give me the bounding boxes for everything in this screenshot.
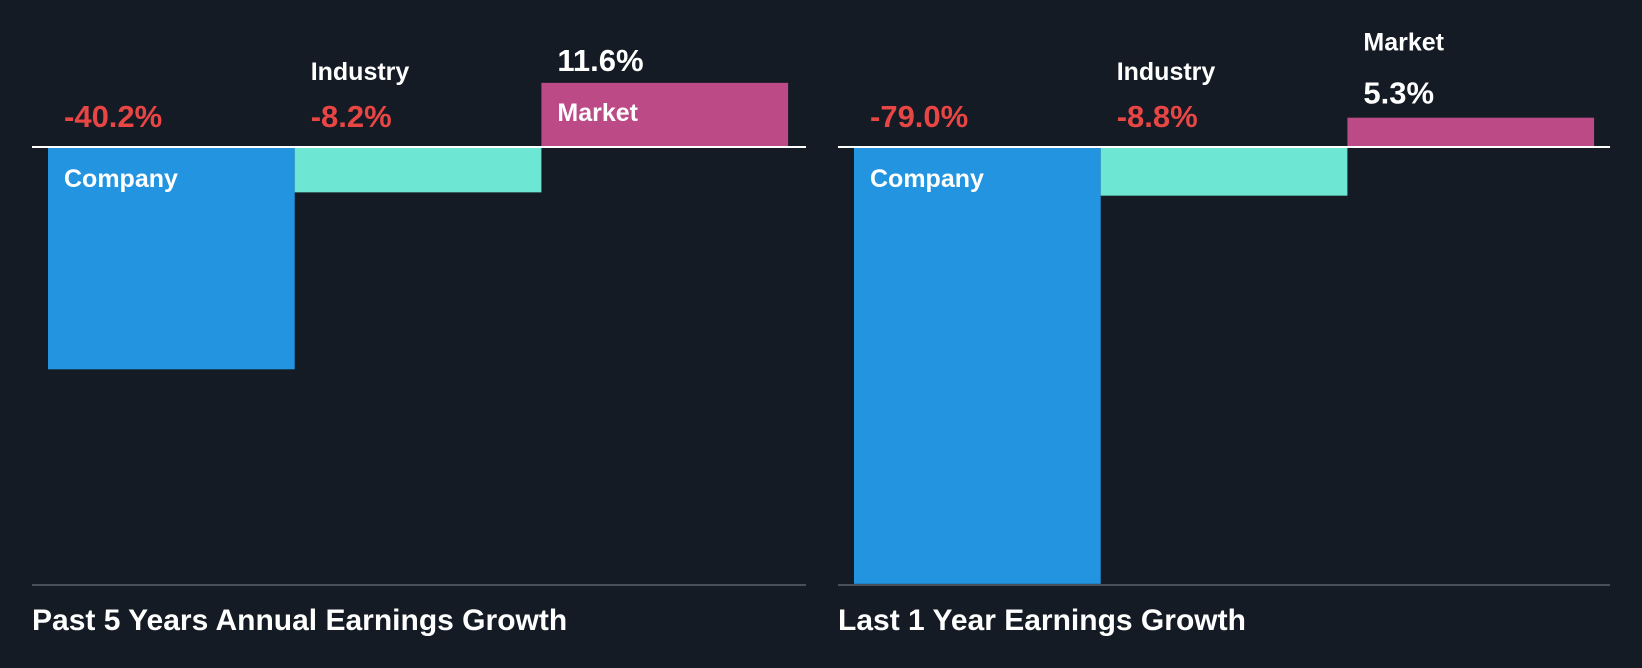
company-value-label: -40.2% bbox=[64, 99, 162, 134]
chart-title-last-1-year: Last 1 Year Earnings Growth bbox=[838, 604, 1246, 637]
market-bar bbox=[1347, 117, 1595, 147]
company-label: Company bbox=[64, 165, 178, 193]
market-label: Market bbox=[1363, 29, 1444, 57]
company-bar bbox=[854, 147, 1101, 584]
industry-bar bbox=[1100, 147, 1348, 196]
company-value-label: -79.0% bbox=[870, 99, 968, 134]
industry-bar bbox=[294, 147, 542, 193]
industry-label: Industry bbox=[1117, 58, 1216, 86]
company-bar bbox=[48, 147, 295, 370]
market-value-label: 5.3% bbox=[1363, 76, 1434, 111]
industry-label: Industry bbox=[311, 58, 410, 86]
chart-title-past-5-years: Past 5 Years Annual Earnings Growth bbox=[32, 604, 568, 637]
market-value-label: 11.6% bbox=[557, 43, 643, 78]
market-label: Market bbox=[557, 99, 638, 127]
company-label: Company bbox=[870, 165, 984, 193]
industry-value-label: -8.8% bbox=[1117, 99, 1198, 134]
market-bar bbox=[541, 82, 789, 147]
industry-value-label: -8.2% bbox=[311, 99, 392, 134]
